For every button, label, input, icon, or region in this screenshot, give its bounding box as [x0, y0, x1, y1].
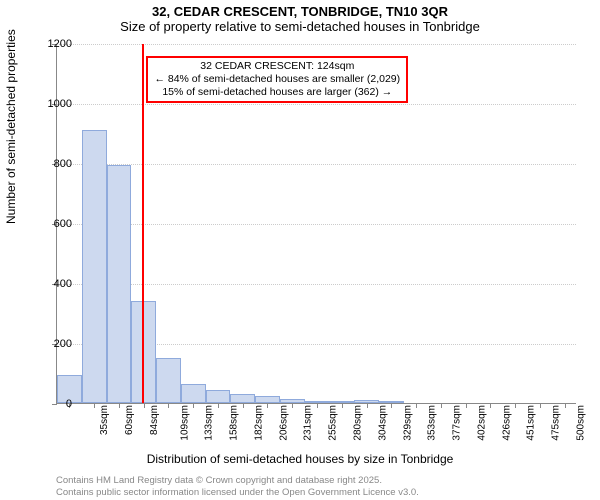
xtick-mark [119, 403, 120, 408]
ytick-label: 400 [32, 278, 72, 290]
xtick-mark [515, 403, 516, 408]
histogram-bar [255, 396, 280, 403]
title-line2: Size of property relative to semi-detach… [0, 19, 600, 34]
xtick-label: 280sqm [353, 405, 364, 441]
xtick-label: 475sqm [551, 405, 562, 441]
xtick-label: 158sqm [229, 405, 240, 441]
y-axis-label: Number of semi-detached properties [4, 29, 18, 224]
histogram-bar [107, 165, 132, 404]
histogram-bar [181, 384, 206, 404]
xtick-mark [367, 403, 368, 408]
xtick-label: 133sqm [204, 405, 215, 441]
xtick-mark [540, 403, 541, 408]
footer-attribution: Contains HM Land Registry data © Crown c… [56, 475, 419, 498]
xtick-mark [441, 403, 442, 408]
histogram-bar [230, 394, 255, 403]
xtick-label: 304sqm [377, 405, 388, 441]
property-marker-line [142, 44, 144, 403]
xtick-label: 84sqm [149, 405, 160, 435]
chart-container: 32, CEDAR CRESCENT, TONBRIDGE, TN10 3QR … [0, 0, 600, 500]
histogram-bar [156, 358, 181, 403]
xtick-label: 60sqm [124, 405, 135, 435]
ytick-label: 1000 [32, 98, 72, 110]
xtick-label: 109sqm [179, 405, 190, 441]
xtick-label: 255sqm [328, 405, 339, 441]
xtick-mark [243, 403, 244, 408]
plot-area: 35sqm60sqm84sqm109sqm133sqm158sqm182sqm2… [56, 44, 576, 404]
xtick-mark [267, 403, 268, 408]
xtick-mark [292, 403, 293, 408]
xtick-mark [565, 403, 566, 408]
xtick-label: 231sqm [303, 405, 314, 441]
ytick-label: 1200 [32, 38, 72, 50]
xtick-label: 451sqm [526, 405, 537, 441]
ytick-label: 600 [32, 218, 72, 230]
gridline [57, 284, 576, 285]
xtick-label: 377sqm [452, 405, 463, 441]
annotation-box: 32 CEDAR CRESCENT: 124sqm← 84% of semi-d… [146, 56, 408, 103]
xtick-mark [342, 403, 343, 408]
xtick-mark [94, 403, 95, 408]
xtick-label: 206sqm [278, 405, 289, 441]
xtick-mark [193, 403, 194, 408]
xtick-mark [416, 403, 417, 408]
xtick-mark [144, 403, 145, 408]
annotation-line2: ← 84% of semi-detached houses are smalle… [154, 73, 400, 86]
xtick-label: 426sqm [501, 405, 512, 441]
x-axis-label: Distribution of semi-detached houses by … [0, 452, 600, 466]
annotation-line3: 15% of semi-detached houses are larger (… [154, 86, 400, 99]
xtick-mark [490, 403, 491, 408]
xtick-mark [466, 403, 467, 408]
xtick-label: 182sqm [254, 405, 265, 441]
xtick-mark [317, 403, 318, 408]
gridline [57, 164, 576, 165]
xtick-label: 402sqm [476, 405, 487, 441]
title-line1: 32, CEDAR CRESCENT, TONBRIDGE, TN10 3QR [0, 4, 600, 19]
gridline [57, 224, 576, 225]
footer-line2: Contains public sector information licen… [56, 487, 419, 498]
gridline [57, 104, 576, 105]
xtick-label: 500sqm [575, 405, 586, 441]
ytick-label: 800 [32, 158, 72, 170]
ytick-label: 0 [32, 398, 72, 410]
histogram-bar [82, 130, 107, 403]
gridline [57, 44, 576, 45]
xtick-label: 353sqm [427, 405, 438, 441]
xtick-label: 35sqm [99, 405, 110, 435]
ytick-label: 200 [32, 338, 72, 350]
title-block: 32, CEDAR CRESCENT, TONBRIDGE, TN10 3QR … [0, 0, 600, 34]
annotation-line1: 32 CEDAR CRESCENT: 124sqm [154, 60, 400, 73]
xtick-mark [391, 403, 392, 408]
xtick-label: 329sqm [402, 405, 413, 441]
histogram-bar [206, 390, 231, 404]
xtick-mark [168, 403, 169, 408]
xtick-mark [218, 403, 219, 408]
footer-line1: Contains HM Land Registry data © Crown c… [56, 475, 419, 486]
